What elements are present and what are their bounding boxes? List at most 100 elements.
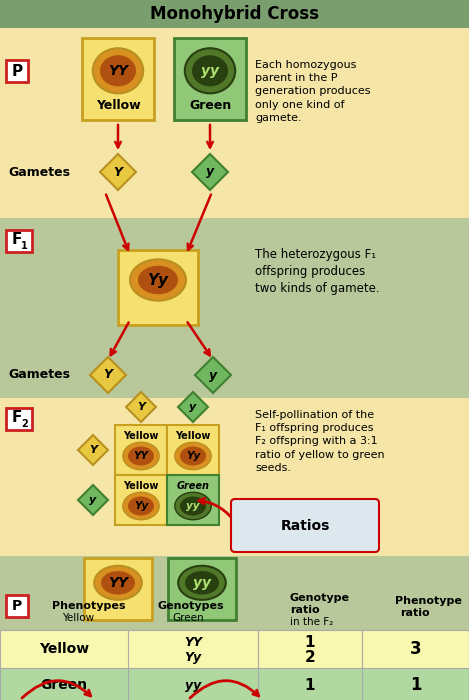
Text: Y: Y — [89, 445, 97, 455]
Bar — [167, 425, 219, 475]
Text: ratio: ratio — [290, 605, 320, 615]
Text: 3: 3 — [410, 640, 421, 658]
Bar — [167, 475, 219, 525]
Bar — [0, 28, 469, 218]
Ellipse shape — [100, 55, 136, 86]
Text: F: F — [11, 232, 22, 247]
Text: YY: YY — [134, 451, 149, 461]
Text: Yellow: Yellow — [96, 99, 140, 112]
Bar — [174, 38, 246, 120]
FancyBboxPatch shape — [231, 499, 379, 552]
Bar — [6, 60, 28, 82]
Ellipse shape — [128, 447, 154, 466]
Text: yy: yy — [201, 64, 219, 78]
Text: YY: YY — [108, 64, 128, 78]
Text: Y: Y — [104, 368, 113, 382]
Ellipse shape — [185, 571, 219, 594]
Ellipse shape — [101, 571, 135, 594]
Text: YY: YY — [184, 636, 202, 649]
Ellipse shape — [185, 48, 235, 93]
Text: Y: Y — [137, 402, 145, 412]
Text: Yellow: Yellow — [123, 481, 159, 491]
Polygon shape — [126, 392, 156, 422]
Ellipse shape — [138, 266, 178, 294]
Bar — [82, 38, 154, 120]
Ellipse shape — [180, 496, 206, 515]
Text: Gametes: Gametes — [8, 165, 70, 178]
Bar — [0, 0, 469, 28]
Ellipse shape — [178, 566, 226, 600]
Text: y: y — [90, 495, 97, 505]
Text: Self-pollination of the
F₁ offspring produces
F₂ offspring with a 3:1
ratio of y: Self-pollination of the F₁ offspring pro… — [255, 410, 385, 473]
Text: Yellow: Yellow — [175, 431, 211, 441]
Text: Yy: Yy — [186, 451, 200, 461]
Text: Yellow: Yellow — [123, 431, 159, 441]
Text: Yy: Yy — [147, 272, 168, 288]
Bar — [84, 558, 152, 620]
Bar — [6, 595, 28, 617]
Text: Green: Green — [40, 678, 88, 692]
Ellipse shape — [128, 496, 154, 515]
Polygon shape — [192, 154, 228, 190]
Bar — [0, 630, 469, 668]
Text: Yellow: Yellow — [39, 642, 89, 656]
Text: 1: 1 — [410, 676, 421, 694]
Text: Genotypes: Genotypes — [158, 601, 225, 611]
Text: y: y — [209, 368, 217, 382]
Text: 1: 1 — [22, 241, 28, 251]
Text: Green: Green — [172, 613, 204, 623]
Text: yy: yy — [185, 678, 201, 692]
Bar — [0, 556, 469, 700]
Polygon shape — [195, 357, 231, 393]
Text: in the F₂: in the F₂ — [290, 617, 333, 627]
Polygon shape — [78, 435, 108, 465]
Ellipse shape — [192, 55, 228, 86]
Polygon shape — [178, 392, 208, 422]
Text: Phenotype: Phenotype — [395, 596, 462, 606]
Ellipse shape — [175, 492, 211, 519]
Text: 1: 1 — [305, 678, 315, 692]
Bar — [0, 218, 469, 398]
Ellipse shape — [130, 260, 186, 300]
Text: Ratios: Ratios — [280, 519, 330, 533]
Polygon shape — [100, 154, 136, 190]
Text: 1: 1 — [305, 635, 315, 650]
Ellipse shape — [94, 566, 142, 600]
Bar — [168, 558, 236, 620]
Bar — [6, 230, 32, 252]
Ellipse shape — [123, 442, 159, 470]
Ellipse shape — [180, 447, 206, 466]
Text: Y: Y — [113, 165, 122, 178]
Bar — [118, 250, 198, 325]
Bar — [6, 408, 32, 430]
Bar — [0, 668, 469, 700]
Text: The heterozygous F₁
offspring produces
two kinds of gamete.: The heterozygous F₁ offspring produces t… — [255, 248, 379, 295]
Text: P: P — [11, 64, 23, 78]
Text: ratio: ratio — [400, 608, 430, 618]
Text: y: y — [206, 165, 214, 178]
Text: yy: yy — [186, 501, 200, 511]
Ellipse shape — [175, 442, 211, 470]
Text: YY: YY — [108, 576, 128, 590]
Text: Each homozygous
parent in the P
generation produces
only one kind of
gamete.: Each homozygous parent in the P generati… — [255, 60, 371, 122]
Text: Green: Green — [189, 99, 231, 112]
Polygon shape — [78, 485, 108, 515]
Text: y: y — [189, 402, 197, 412]
Text: P: P — [12, 599, 22, 613]
Text: 2: 2 — [305, 650, 315, 665]
Bar — [115, 475, 167, 525]
Text: Genotype: Genotype — [290, 593, 350, 603]
Ellipse shape — [123, 492, 159, 519]
Text: Monohybrid Cross: Monohybrid Cross — [150, 5, 318, 23]
Text: Phenotypes: Phenotypes — [52, 601, 126, 611]
Text: Green: Green — [176, 481, 210, 491]
Polygon shape — [90, 357, 126, 393]
Text: Gametes: Gametes — [8, 368, 70, 382]
Text: Yellow: Yellow — [62, 613, 94, 623]
Bar — [115, 425, 167, 475]
Text: F: F — [11, 410, 22, 426]
Text: 2: 2 — [22, 419, 28, 429]
Text: yy: yy — [193, 576, 211, 590]
Text: Yy: Yy — [184, 651, 202, 664]
Bar — [0, 398, 469, 556]
